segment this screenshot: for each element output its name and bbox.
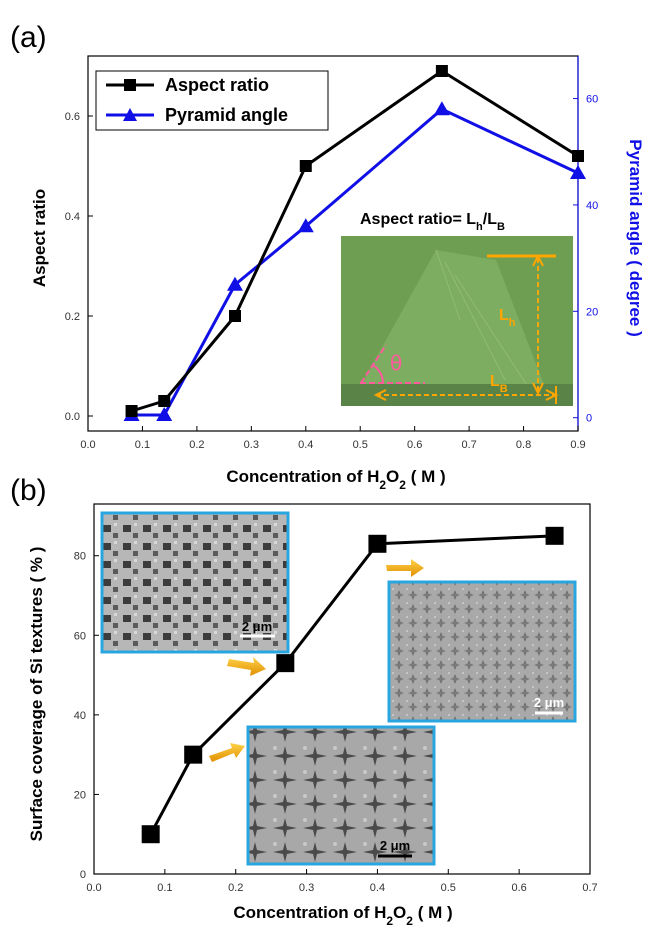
x-axis-label-a: Concentration of H2O2 ( M ) — [226, 467, 445, 492]
x-tick-label-a: 0.3 — [244, 439, 259, 451]
panel-a: (a) Aspect ratio= Lh/LB Lh LB θ 0.0 0.1 0.… — [10, 21, 645, 492]
x-tick-label-a: 0.4 — [298, 439, 313, 451]
y2-axis-label-a: Pyramid angle ( degree ) — [626, 139, 645, 336]
pyramid-facet-lines — [435, 249, 531, 391]
panel-b-label: (b) — [10, 474, 47, 507]
point-coverage — [276, 654, 295, 673]
height-arrow-bottom — [532, 382, 544, 396]
scale-label-2: 2 μm — [534, 695, 564, 710]
x-tick-label-b: 0.1 — [157, 882, 172, 894]
x-tick-label-a: 0.2 — [189, 439, 204, 451]
y-axis-label-b: Surface coverage of Si textures ( % ) — [27, 547, 46, 842]
legend-label-pyramid: Pyramid angle — [165, 105, 288, 125]
x-tick-label-b: 0.2 — [228, 882, 243, 894]
y2-tick-label-a: 40 — [586, 200, 598, 212]
height-arrow-top — [532, 253, 544, 267]
plot-frame-b — [93, 503, 591, 875]
point-coverage — [184, 745, 203, 764]
x-tick-label-a: 0.9 — [570, 439, 585, 451]
y-axis-label-a: Aspect ratio — [30, 189, 49, 287]
y-tick-label-b: 80 — [74, 551, 86, 563]
x-tick-label-b: 0.6 — [511, 882, 526, 894]
sem-image-pits — [100, 511, 290, 654]
y2-tick-label-a: 0 — [586, 413, 592, 425]
panel-b: (b) 0.0 0.1 0.2 0.3 0.4 0.5 0.6 0.7 0 20 40 60 80 2 … — [10, 474, 598, 928]
point-aspect-ratio — [299, 160, 312, 172]
arrow-to-inset-stars — [209, 743, 245, 762]
point-aspect-ratio — [229, 310, 241, 322]
angle-slope — [360, 344, 387, 384]
x-tick-label-a: 0.8 — [516, 439, 531, 451]
y2-tick-label-a: 60 — [586, 94, 598, 106]
x-tick-label-a: 0.7 — [461, 439, 476, 451]
point-coverage — [545, 526, 564, 545]
point-coverage — [368, 534, 387, 553]
arrow-to-inset-pyramids — [386, 559, 424, 577]
x-tick-label-a: 0.5 — [353, 439, 368, 451]
point-pyramid-angle — [297, 218, 314, 233]
x-tick-label-b: 0.7 — [582, 882, 597, 894]
sem-inset-stars: 2 μm — [246, 725, 436, 866]
x-tick-label-b: 0.4 — [370, 882, 385, 894]
point-pyramid-angle — [570, 165, 586, 180]
sem-inset-pits: 2 μm — [100, 511, 290, 654]
axes-b: 0.0 0.1 0.2 0.3 0.4 0.5 0.6 0.7 0 20 40 60 80 — [74, 503, 598, 894]
legend-marker-aspect — [124, 79, 136, 91]
y-tick-label-b: 60 — [74, 630, 86, 642]
inset-title-sub-b: B — [497, 221, 505, 233]
point-aspect-ratio — [572, 150, 584, 162]
legend-marker-pyramid — [123, 108, 137, 121]
series-line-pyramid-angle — [131, 107, 579, 417]
label-theta: θ — [390, 351, 402, 375]
legend-a: Aspect ratio Pyramid angle — [95, 70, 329, 131]
y-tick-label-a: 0.2 — [65, 311, 80, 323]
sem-image-pyramids — [387, 580, 577, 723]
y-tick-label-b: 20 — [74, 789, 86, 801]
series-b — [141, 526, 564, 844]
point-coverage — [141, 825, 160, 844]
scale-label-3: 2 μm — [380, 838, 410, 853]
x-tick-label-b: 0.3 — [299, 882, 314, 894]
y2-tick-label-a: 20 — [586, 306, 598, 318]
inset-title-sub-h: h — [476, 221, 483, 233]
sem-inset-pyramids: 2 μm — [387, 580, 577, 723]
angle-arc — [372, 364, 384, 384]
y-tick-label-a: 0.4 — [65, 211, 80, 223]
y-tick-label-a: 0.6 — [65, 111, 80, 123]
inset-title-text: Aspect ratio= L — [360, 211, 476, 228]
y-tick-label-b: 40 — [74, 710, 86, 722]
x-tick-label-a: 0.1 — [135, 439, 150, 451]
series-a — [123, 65, 586, 422]
arrows-b — [209, 559, 424, 762]
point-pyramid-angle — [433, 101, 450, 116]
sem-inset-pyramid: Aspect ratio= Lh/LB Lh LB θ — [341, 211, 573, 406]
x-tick-label-b: 0.5 — [441, 882, 456, 894]
point-aspect-ratio — [435, 65, 448, 77]
pyramid-face — [361, 250, 548, 395]
x-tick-label-b: 0.0 — [86, 882, 101, 894]
x-axis-label-b: Concentration of H2O2 ( M ) — [233, 903, 452, 928]
x-tick-label-a: 0.0 — [80, 439, 95, 451]
inset-title: Aspect ratio= Lh/LB — [360, 211, 505, 233]
y-tick-label-b: 0 — [80, 869, 86, 881]
arrow-to-point-3 — [227, 657, 266, 676]
y-tick-label-a: 0.0 — [65, 411, 80, 423]
point-aspect-ratio — [158, 395, 171, 407]
axes-a: 0.0 0.1 0.2 0.3 0.4 0.5 0.6 0.7 0.8 0.9 0.0 0.2 0.4 0… — [65, 55, 598, 451]
scale-label-1: 2 μm — [242, 619, 272, 634]
point-pyramid-angle — [156, 407, 173, 422]
inset-title-slash: /L — [483, 211, 497, 228]
point-aspect-ratio — [125, 405, 138, 417]
sem-image-stars — [246, 725, 436, 866]
legend-label-aspect: Aspect ratio — [165, 75, 269, 95]
point-pyramid-angle — [227, 276, 243, 291]
panel-a-label: (a) — [10, 21, 47, 54]
x-tick-label-a: 0.6 — [407, 439, 422, 451]
